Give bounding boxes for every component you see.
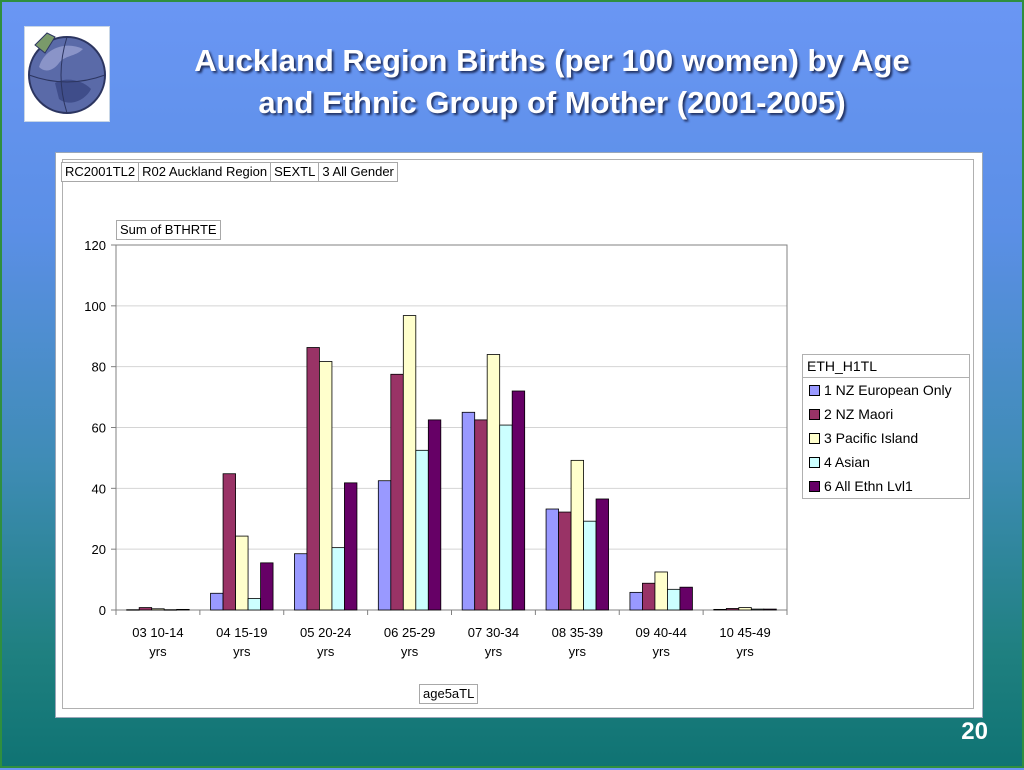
page-filter-fields: RC2001TL2 R02 Auckland Region SEXTL 3 Al… xyxy=(61,162,398,182)
x-tick-label: 09 40-44 xyxy=(636,625,687,640)
bar-1-4 xyxy=(377,480,392,611)
bar-4-5 xyxy=(499,424,513,611)
slide-title: Auckland Region Births (per 100 women) b… xyxy=(122,40,982,124)
legend-swatch xyxy=(809,456,820,468)
bar-4-6 xyxy=(583,520,597,611)
legend-label: 2 NZ Maori xyxy=(824,406,894,422)
y-tick-label: 60 xyxy=(92,421,106,436)
bar-4-4 xyxy=(415,449,429,611)
x-tick-label: 05 20-24 xyxy=(300,625,351,640)
bar-1-5 xyxy=(461,411,476,611)
slide-title-line-2: and Ethnic Group of Mother (2001-2005) xyxy=(258,85,846,120)
y-tick-label: 120 xyxy=(84,238,106,253)
x-tick-label: 04 15-19 xyxy=(216,625,267,640)
bar-2-4 xyxy=(390,373,404,611)
bar-5-7 xyxy=(679,586,693,611)
bar-2-2 xyxy=(222,473,236,611)
bars xyxy=(126,315,777,611)
y-tick-label: 0 xyxy=(99,603,106,618)
bar-5-3 xyxy=(344,482,358,611)
bar-5-8 xyxy=(763,608,777,611)
bar-2-8 xyxy=(725,608,740,611)
bar-1-3 xyxy=(294,553,308,611)
globe-logo xyxy=(24,26,110,122)
legend-label: 4 Asian xyxy=(824,454,870,470)
x-tick-label: 08 35-39 xyxy=(552,625,603,640)
slide-title-line-1: Auckland Region Births (per 100 women) b… xyxy=(194,43,910,78)
bar-3-7 xyxy=(654,571,668,611)
y-tick-label: 20 xyxy=(92,542,106,557)
bar-1-8 xyxy=(713,608,727,611)
gridlines xyxy=(116,244,787,550)
legend-label: 3 Pacific Island xyxy=(824,430,919,446)
x-tick-label: 07 30-34 xyxy=(468,625,519,640)
x-tick-label: yrs xyxy=(317,644,335,659)
filter-field-sextl[interactable]: SEXTL xyxy=(270,162,320,182)
bar-4-7 xyxy=(667,588,681,611)
x-tick-label: 03 10-14 xyxy=(132,625,183,640)
bar-3-1 xyxy=(151,608,165,611)
category-field-button[interactable]: age5aTL xyxy=(419,684,479,704)
bar-2-7 xyxy=(642,582,656,611)
data-field-button[interactable]: Sum of BTHRTE xyxy=(116,220,221,240)
legend-items: 1 NZ European Only 2 NZ Maori 3 Pacific Is… xyxy=(803,378,969,498)
bar-3-3 xyxy=(319,361,333,611)
bar-4-2 xyxy=(247,598,261,611)
bar-2-1 xyxy=(138,607,153,611)
bar-4-1 xyxy=(163,609,178,611)
legend-label: 6 All Ethn Lvl1 xyxy=(824,478,913,494)
legend: ETH_H1TL 1 NZ European Only 2 NZ Maori 3 P… xyxy=(802,354,970,499)
bar-3-8 xyxy=(738,607,752,611)
legend-item-4: 4 Asian xyxy=(803,450,969,474)
bar-5-1 xyxy=(176,608,190,611)
axes: 0 20 40 60 80 100 120 03 10-14 yrs 04 15-19 yrs 05 … xyxy=(84,238,788,659)
x-tick-label: 10 45-49 xyxy=(719,625,770,640)
filter-field-rc2001tl2[interactable]: RC2001TL2 xyxy=(61,162,140,182)
bar-3-2 xyxy=(235,535,249,611)
x-tick-label: yrs xyxy=(233,644,251,659)
x-tick-label: yrs xyxy=(653,644,671,659)
legend-item-5: 6 All Ethn Lvl1 xyxy=(803,474,969,498)
bar-5-6 xyxy=(595,498,609,611)
legend-title: ETH_H1TL xyxy=(803,355,969,378)
bar-5-2 xyxy=(260,562,274,611)
bar-2-6 xyxy=(558,511,572,611)
legend-label: 1 NZ European Only xyxy=(824,382,952,398)
pivot-chart-area xyxy=(62,159,974,709)
bar-1-2 xyxy=(210,592,224,611)
bar-3-6 xyxy=(570,459,584,611)
bar-1-1 xyxy=(126,609,140,611)
x-tick-label: 06 25-29 xyxy=(384,625,435,640)
x-tick-label: yrs xyxy=(149,644,167,659)
x-tick-label: yrs xyxy=(569,644,587,659)
filter-value-all-gender[interactable]: 3 All Gender xyxy=(318,162,398,182)
bar-4-8 xyxy=(750,608,765,611)
bar-5-5 xyxy=(511,390,526,611)
x-tick-label: yrs xyxy=(401,644,419,659)
page-number: 20 xyxy=(961,718,988,745)
legend-swatch xyxy=(809,480,820,492)
bar-5-4 xyxy=(427,419,442,611)
y-tick-label: 40 xyxy=(92,481,106,496)
bar-2-5 xyxy=(474,419,488,611)
y-tick-label: 100 xyxy=(84,299,106,314)
bar-3-4 xyxy=(402,315,417,611)
legend-item-3: 3 Pacific Island xyxy=(803,426,969,450)
x-tick-label: yrs xyxy=(485,644,503,659)
legend-swatch xyxy=(809,408,820,420)
y-tick-label: 80 xyxy=(92,360,106,375)
legend-swatch xyxy=(809,384,820,396)
filter-value-auckland-region[interactable]: R02 Auckland Region xyxy=(138,162,272,182)
bar-3-5 xyxy=(486,354,501,611)
bar-1-6 xyxy=(545,508,559,611)
bar-4-3 xyxy=(331,547,345,611)
legend-item-2: 2 NZ Maori xyxy=(803,402,969,426)
x-tick-label: yrs xyxy=(736,644,754,659)
bar-1-7 xyxy=(629,591,643,611)
bar-2-3 xyxy=(306,347,320,611)
legend-item-1: 1 NZ European Only xyxy=(803,378,969,402)
globe-icon xyxy=(28,32,106,114)
legend-swatch xyxy=(809,432,820,444)
